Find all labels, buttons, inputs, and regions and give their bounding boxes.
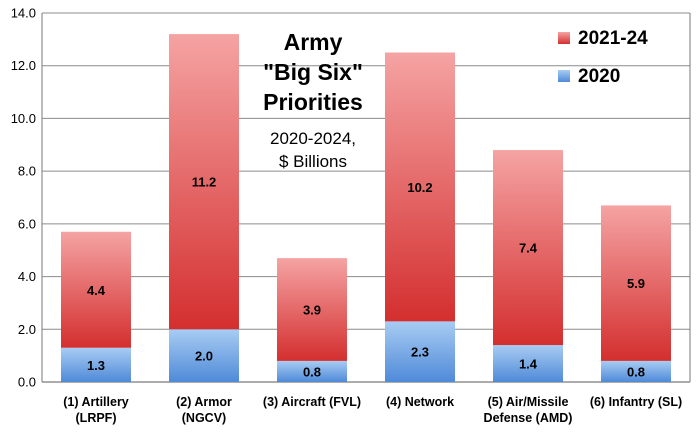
data-label-2021-24: 11.2 <box>192 175 217 190</box>
x-category-label: (2) Armor <box>176 395 232 409</box>
data-label-2020: 1.3 <box>87 358 105 373</box>
x-category-label: (1) Artillery <box>63 395 129 409</box>
chart-subtitle: $ Billions <box>279 152 347 171</box>
bar-2021-24 <box>61 231 131 348</box>
bar-2020 <box>277 360 347 382</box>
chart-title: Army <box>284 29 343 55</box>
data-label-2021-24: 5.9 <box>627 276 645 291</box>
legend-label: 2021-24 <box>578 28 648 49</box>
bar-2021-24 <box>493 150 563 346</box>
chart-title: "Big Six" <box>263 59 363 85</box>
data-label-2020: 0.8 <box>627 364 645 379</box>
x-category-label: (NGCV) <box>182 411 226 425</box>
x-category-label: Defense (AMD) <box>484 411 573 425</box>
legend-label: 2020 <box>578 66 620 87</box>
data-label-2020: 2.3 <box>411 345 429 360</box>
bar-2020 <box>385 321 455 382</box>
data-label-2021-24: 10.2 <box>407 180 432 195</box>
data-label-2020: 1.4 <box>519 357 538 372</box>
y-tick-label: 8.0 <box>18 164 36 179</box>
y-tick-label: 2.0 <box>18 322 36 337</box>
chart-subtitle: 2020-2024, <box>270 129 356 148</box>
x-category-label: (LRPF) <box>76 411 117 425</box>
x-category-label: (4) Network <box>386 395 454 409</box>
bar-2021-24 <box>385 52 455 322</box>
y-tick-label: 14.0 <box>11 6 36 21</box>
bar-2021-24 <box>601 205 671 361</box>
x-category-label: (6) Infantry (SL) <box>590 395 682 409</box>
x-category-label: (3) Aircraft (FVL) <box>263 395 361 409</box>
data-label-2020: 0.8 <box>303 364 321 379</box>
data-label-2020: 2.0 <box>195 349 213 364</box>
legend-swatch <box>558 70 570 82</box>
bar-2020 <box>493 345 563 382</box>
bar-2020 <box>61 347 131 382</box>
y-tick-label: 0.0 <box>18 375 36 390</box>
data-label-2021-24: 3.9 <box>303 303 321 318</box>
data-label-2021-24: 7.4 <box>519 241 538 256</box>
y-tick-label: 6.0 <box>18 216 36 231</box>
y-tick-label: 10.0 <box>11 111 36 126</box>
legend-swatch <box>558 32 570 44</box>
y-tick-label: 4.0 <box>18 269 36 284</box>
bar-2021-24 <box>277 258 347 361</box>
y-tick-label: 12.0 <box>11 58 36 73</box>
bar-2020 <box>601 360 671 382</box>
x-category-label: (5) Air/Missile <box>488 395 569 409</box>
bar-2020 <box>169 329 239 382</box>
data-label-2021-24: 4.4 <box>87 283 106 298</box>
chart-title: Priorities <box>263 89 363 115</box>
bar-2021-24 <box>169 34 239 330</box>
